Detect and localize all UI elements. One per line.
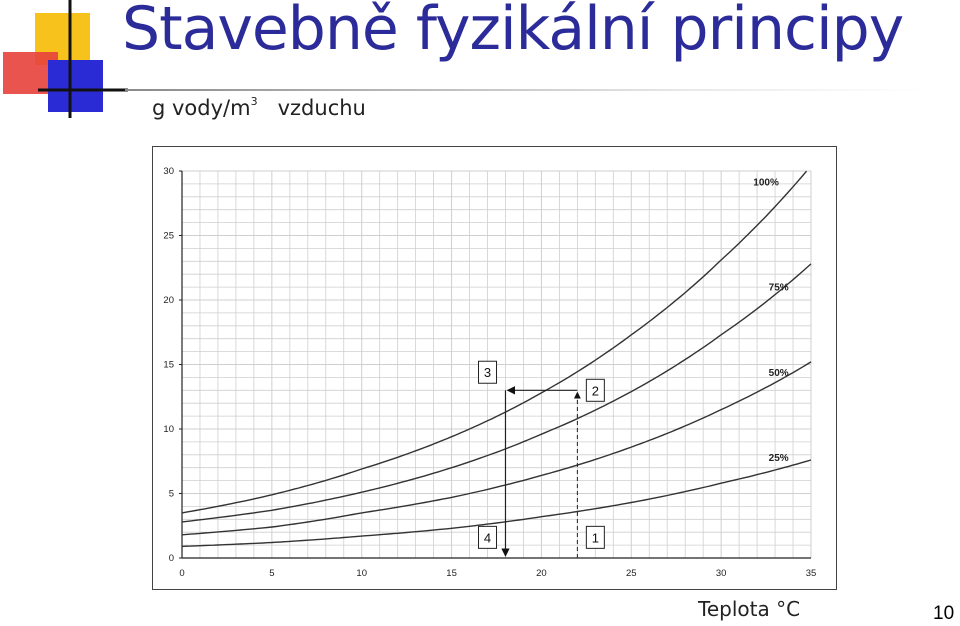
y-axis-label-prefix: g vody/m <box>152 96 251 120</box>
step-label-2: 2 <box>592 383 599 398</box>
y-tick-label: 30 <box>163 166 174 177</box>
step-label-4: 4 <box>484 530 491 545</box>
y-tick-label: 0 <box>169 553 174 564</box>
y-tick-label: 15 <box>163 360 174 371</box>
step-box-3 <box>478 360 498 384</box>
x-tick-label: 0 <box>179 568 184 579</box>
series-label-50pct: 50% <box>769 368 789 379</box>
x-tick-label: 35 <box>806 568 817 579</box>
series-label-75pct: 75% <box>769 282 789 293</box>
y-tick-label: 25 <box>163 231 174 242</box>
slide-number: 10 <box>933 603 955 624</box>
presentation-logo <box>3 0 128 118</box>
title-underline <box>125 89 925 91</box>
y-axis-label-suffix: vzduchu <box>277 96 366 120</box>
y-axis-label-superscript: 3 <box>250 95 258 108</box>
humidity-chart: 0 5 10 15 20 25 30 35 0 5 10 15 20 25 30 100% 75% 50% 25% 1… <box>163 166 817 579</box>
x-tick-label: 25 <box>626 568 637 579</box>
step-box-1 <box>585 525 605 549</box>
logo-blue-square <box>48 60 103 112</box>
x-tick-label: 15 <box>446 568 457 579</box>
x-tick-label: 10 <box>356 568 367 579</box>
slide-title: Stavebně fyzikální principy <box>122 0 904 64</box>
step-label-3: 3 <box>484 365 491 380</box>
step-box-2 <box>585 378 605 402</box>
series-label-25pct: 25% <box>769 453 789 464</box>
step-box-4 <box>478 525 498 549</box>
x-tick-label: 5 <box>269 568 274 579</box>
series-line-50pct <box>181 361 812 536</box>
y-tick-label: 10 <box>163 424 174 435</box>
series-label-100pct: 100% <box>753 177 779 188</box>
y-tick-label: 5 <box>169 489 174 500</box>
x-tick-label: 30 <box>716 568 727 579</box>
step-label-1: 1 <box>592 530 599 545</box>
x-axis-label: Teplota °C <box>698 597 801 621</box>
series-line-100pct <box>181 170 808 514</box>
y-tick-label: 20 <box>163 295 174 306</box>
y-axis-label: g vody/m3 vzduchu <box>152 95 366 120</box>
series-line-25pct <box>181 459 812 548</box>
series-line-75pct <box>181 263 812 523</box>
x-tick-label: 20 <box>536 568 547 579</box>
